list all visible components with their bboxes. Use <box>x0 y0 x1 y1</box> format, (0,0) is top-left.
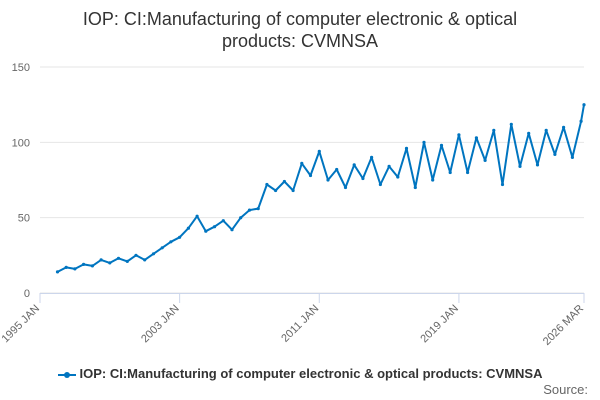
y-axis: 0 50 100 150 <box>12 62 30 300</box>
data-point[interactable] <box>422 140 426 144</box>
data-point[interactable] <box>239 216 243 220</box>
data-point[interactable] <box>562 125 566 129</box>
y-tick-label: 150 <box>12 62 30 74</box>
data-point[interactable] <box>247 208 252 212</box>
data-point[interactable] <box>387 164 391 168</box>
x-tick-label: 2026 MAR <box>541 303 586 348</box>
data-point[interactable] <box>500 182 505 187</box>
data-point[interactable] <box>317 149 321 153</box>
data-point[interactable] <box>326 178 330 182</box>
data-point[interactable] <box>361 176 365 181</box>
y-tick-label: 0 <box>24 288 30 300</box>
data-point[interactable] <box>282 179 286 184</box>
data-point[interactable] <box>413 185 417 190</box>
data-point[interactable] <box>151 252 156 256</box>
series-line[interactable] <box>57 104 585 273</box>
data-point[interactable] <box>370 155 374 159</box>
data-point[interactable] <box>116 256 121 260</box>
data-point[interactable] <box>143 258 147 262</box>
data-point[interactable] <box>466 170 470 175</box>
data-point[interactable] <box>265 182 269 187</box>
data-point[interactable] <box>352 163 356 167</box>
data-point[interactable] <box>204 229 208 233</box>
data-point[interactable] <box>73 267 77 271</box>
y-tick-label: 100 <box>12 137 30 149</box>
y-tick-label: 50 <box>18 213 30 225</box>
legend-label: IOP: CI:Manufacturing of computer electr… <box>79 366 543 381</box>
data-point[interactable] <box>343 185 348 190</box>
data-point[interactable] <box>396 175 400 179</box>
data-point[interactable] <box>378 182 382 187</box>
data-point[interactable] <box>108 261 112 265</box>
source-label: Source: <box>543 382 588 397</box>
data-point[interactable] <box>570 155 575 159</box>
data-point[interactable] <box>535 163 540 167</box>
data-point[interactable] <box>474 136 478 140</box>
data-point[interactable] <box>404 146 409 150</box>
data-point[interactable] <box>134 253 138 257</box>
data-point[interactable] <box>256 207 260 211</box>
data-point[interactable] <box>90 264 94 268</box>
data-point[interactable] <box>178 235 182 239</box>
data-point[interactable] <box>169 240 173 244</box>
x-tick-label: 2011 JAN <box>279 303 321 345</box>
data-point[interactable] <box>335 167 339 172</box>
data-point[interactable] <box>553 152 557 156</box>
series-group <box>55 103 586 274</box>
data-point[interactable] <box>274 188 278 193</box>
data-point[interactable] <box>195 214 199 218</box>
data-point[interactable] <box>64 265 68 269</box>
x-tick-label: 1995 JAN <box>0 303 42 346</box>
data-point[interactable] <box>82 262 86 266</box>
data-point[interactable] <box>212 225 217 229</box>
data-point[interactable] <box>518 164 522 168</box>
chart-title-line-1: IOP: CI:Manufacturing of computer electr… <box>82 9 518 29</box>
data-point[interactable] <box>186 226 190 230</box>
data-point[interactable] <box>582 103 586 107</box>
data-point[interactable] <box>483 158 487 162</box>
data-point[interactable] <box>99 258 103 262</box>
x-tick-label: 2003 JAN <box>139 303 182 346</box>
data-point[interactable] <box>457 133 461 137</box>
data-point[interactable] <box>160 246 164 250</box>
data-point[interactable] <box>439 143 444 147</box>
data-point[interactable] <box>55 270 60 274</box>
data-point[interactable] <box>492 128 496 132</box>
data-point[interactable] <box>527 131 531 135</box>
legend-swatch <box>57 370 76 380</box>
data-point[interactable] <box>125 259 129 263</box>
data-point[interactable] <box>221 219 225 223</box>
x-axis <box>39 293 585 303</box>
data-point[interactable] <box>291 188 295 193</box>
data-point[interactable] <box>448 170 452 175</box>
data-point[interactable] <box>431 178 435 182</box>
chart-title: IOP: CI:Manufacturing of computer electr… <box>0 8 600 52</box>
chart-title-line-2: products: CVMNSA <box>221 31 379 51</box>
legend[interactable]: IOP: CI:Manufacturing of computer electr… <box>0 366 600 381</box>
data-point[interactable] <box>509 122 513 126</box>
data-point[interactable] <box>308 173 313 178</box>
x-tick-labels: 1995 JAN 2003 JAN 2011 JAN 2019 JAN 2026 MAR <box>0 303 586 348</box>
data-point[interactable] <box>579 119 583 123</box>
data-point[interactable] <box>544 128 548 132</box>
data-point[interactable] <box>230 228 234 232</box>
x-tick-label: 2019 JAN <box>418 303 461 346</box>
data-point[interactable] <box>300 161 304 165</box>
